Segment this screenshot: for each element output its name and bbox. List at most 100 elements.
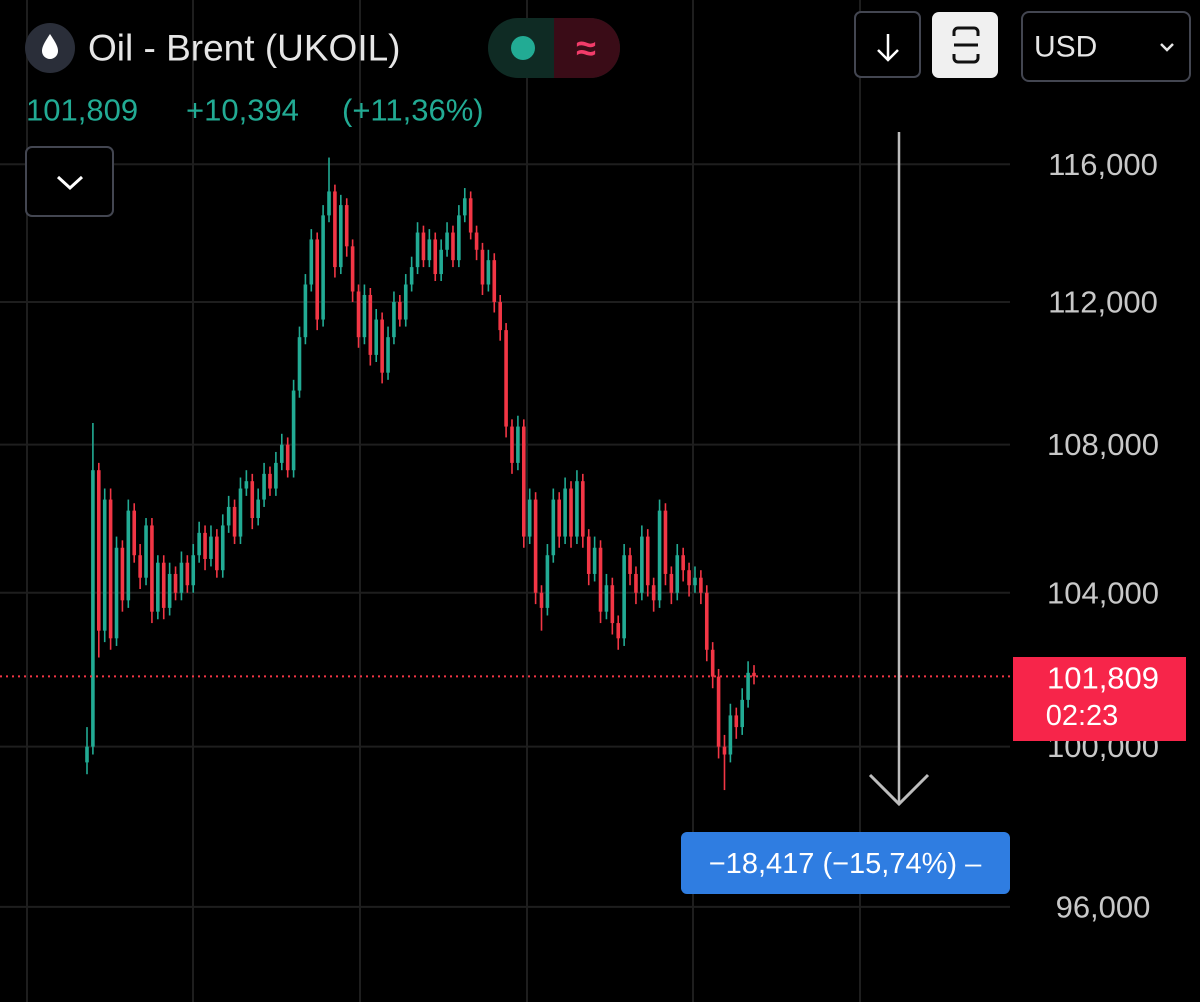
candle-body	[102, 499, 107, 631]
candle-body	[699, 577, 703, 593]
candle-body	[274, 462, 278, 489]
candle-body	[303, 284, 308, 338]
price-label: 101,809	[1047, 661, 1159, 696]
candle-body	[551, 499, 556, 556]
candles	[85, 157, 756, 791]
candle-body	[374, 319, 379, 355]
candle-body	[197, 532, 201, 556]
candle-body	[138, 555, 142, 578]
candle-body	[687, 570, 691, 586]
candle-body	[380, 319, 384, 373]
candle-body	[693, 577, 697, 586]
candle-body	[563, 488, 567, 537]
candle-body	[150, 525, 154, 612]
candle-body	[368, 294, 373, 355]
candle-body	[398, 301, 402, 320]
candle-body	[85, 746, 89, 763]
collapse-button[interactable]	[25, 146, 114, 217]
grid	[26, 0, 861, 1002]
candle-body	[657, 510, 662, 601]
candle-body	[704, 592, 709, 650]
candle-body	[144, 525, 148, 578]
y-tick-label: 104,000	[1047, 575, 1159, 610]
down-arrow-icon	[877, 34, 899, 62]
y-tick-label: 112,000	[1048, 284, 1158, 319]
candle-body	[250, 481, 255, 519]
candle-body	[480, 249, 485, 285]
candle-body	[415, 232, 420, 268]
y-tick-label: 108,000	[1047, 427, 1159, 462]
candle-body	[634, 573, 638, 593]
candle-body	[268, 473, 272, 489]
candle-body	[392, 301, 396, 338]
candle-body	[114, 547, 119, 639]
candle-body	[262, 473, 266, 500]
candle-body	[681, 555, 685, 571]
candle-body	[516, 426, 520, 463]
candle-body	[91, 470, 95, 747]
candle-body	[598, 547, 603, 612]
candle-body	[728, 715, 733, 755]
candle-body	[746, 672, 750, 700]
candle-body	[628, 555, 632, 574]
candle-body	[203, 532, 207, 559]
candle-body	[716, 676, 721, 747]
candle-body	[498, 301, 502, 331]
candle-body	[244, 481, 249, 489]
candle-body	[132, 510, 137, 556]
candle-body	[173, 573, 178, 593]
candle-body	[486, 260, 491, 285]
candle-body	[663, 510, 668, 574]
price-label-box	[1013, 657, 1186, 741]
candle-body	[291, 390, 296, 471]
candle-body	[256, 499, 260, 519]
candle-body	[557, 499, 562, 537]
fullscreen-icon	[952, 26, 980, 64]
candle-body	[403, 284, 408, 320]
h-grid	[0, 163, 1010, 908]
candle-body	[604, 585, 609, 612]
candle-body	[675, 555, 680, 593]
candle-body	[209, 536, 213, 559]
candle-body	[616, 623, 621, 639]
candle-body	[451, 232, 455, 261]
candle-body	[433, 239, 438, 275]
candle-body	[421, 232, 426, 261]
candle-body	[297, 337, 302, 391]
countdown: 02:23	[1046, 700, 1119, 732]
y-tick-label: 116,000	[1048, 147, 1158, 182]
candle-body	[339, 205, 343, 268]
candle-body	[321, 215, 325, 320]
candle-body	[156, 562, 160, 612]
candle-body	[315, 239, 320, 320]
candle-body	[527, 499, 532, 537]
candle-body	[161, 562, 166, 608]
candle-body	[462, 198, 467, 216]
candle-body	[220, 525, 225, 571]
candle-body	[569, 488, 573, 537]
currency: USD	[1034, 31, 1097, 64]
candle-body	[539, 592, 544, 608]
candle-body	[468, 198, 473, 233]
currency-select[interactable]	[1021, 11, 1191, 82]
candle-body	[386, 337, 390, 373]
candle-body	[457, 215, 461, 261]
candle-body	[185, 562, 190, 586]
candle-body	[232, 506, 237, 537]
candle-body	[97, 470, 101, 631]
candle-body	[504, 330, 508, 427]
change-percent: (+11,36%)	[342, 93, 484, 128]
candle-body	[651, 585, 656, 601]
candle-body	[445, 232, 449, 250]
chevron-icon	[56, 175, 84, 191]
candle-body	[610, 585, 615, 624]
candle-body	[356, 291, 361, 338]
market-open-dot	[511, 36, 535, 60]
candle-body	[533, 499, 538, 593]
candle-body	[474, 232, 479, 250]
change: +10,394	[186, 93, 299, 128]
candle-body	[285, 444, 290, 471]
y-axis: 96,000100,000104,000108,000112,000116,00…	[1047, 147, 1159, 925]
